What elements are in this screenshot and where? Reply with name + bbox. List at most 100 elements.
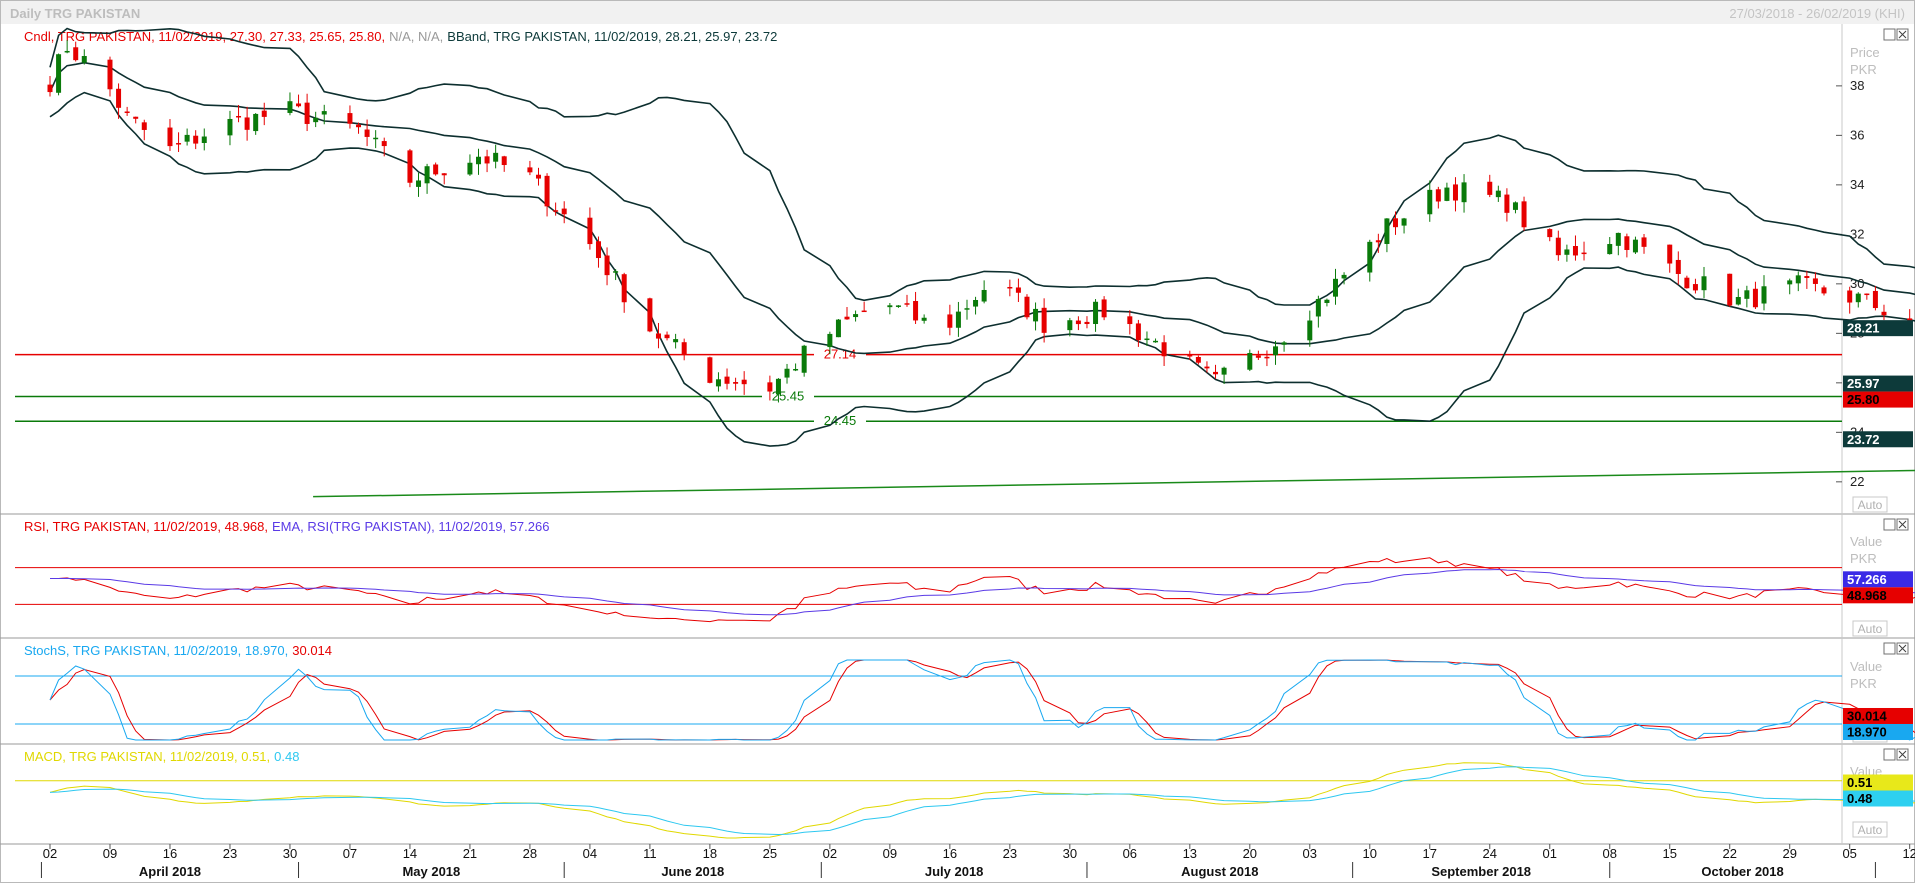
candle-body [862, 311, 867, 313]
candle-body [1162, 342, 1167, 356]
candle-body [1144, 339, 1149, 341]
candle-body [1247, 353, 1252, 370]
candle-body [622, 274, 627, 302]
candle-body [596, 241, 601, 258]
candle-body [1282, 342, 1287, 344]
candle-body [1804, 276, 1809, 278]
candle-body [1873, 291, 1878, 308]
candle-body [1024, 297, 1029, 318]
day-tick-label: 25 [763, 846, 777, 861]
day-tick-label: 13 [1183, 846, 1197, 861]
day-tick-label: 09 [103, 846, 117, 861]
candle-body [1102, 299, 1107, 317]
candle-body [407, 150, 412, 182]
macd-legend-main: MACD, TRG PAKISTAN, 11/02/2019, 0.51, [24, 749, 270, 764]
candle-body [896, 305, 901, 307]
macd-value-badge-text: 0.51 [1847, 775, 1872, 790]
candle-body [176, 143, 181, 145]
stoch-restore-icon[interactable] [1884, 643, 1895, 654]
candle-body [776, 379, 781, 395]
day-tick-label: 03 [1303, 846, 1317, 861]
candle-body [922, 318, 927, 321]
candle-body [142, 122, 147, 130]
price-tick-label: 22 [1850, 474, 1864, 489]
candle-body [125, 111, 130, 113]
candle-body [1402, 218, 1407, 225]
na-legend: N/A, N/A, [389, 29, 443, 44]
candle-body [1333, 279, 1338, 297]
candle-body [802, 346, 807, 373]
candle-body [1153, 341, 1158, 343]
candle-body [1582, 253, 1587, 255]
candle-body [262, 111, 267, 117]
stoch-legend-d: 30.014 [292, 643, 332, 658]
candle-body [1444, 188, 1449, 201]
day-tick-label: 18 [703, 846, 717, 861]
month-label: September 2018 [1431, 864, 1531, 879]
candle-body [982, 290, 987, 302]
rsi-value-badge-text: 48.968 [1847, 588, 1887, 603]
candle-body [1547, 229, 1552, 237]
candle-body [202, 137, 207, 143]
candle-body [742, 380, 747, 384]
candle-body [1513, 202, 1518, 210]
candle-body [665, 335, 670, 339]
day-tick-label: 07 [343, 846, 357, 861]
candle-body [536, 175, 541, 179]
price-tick-label: 36 [1850, 127, 1864, 142]
candle-body [785, 369, 790, 378]
stoch-value-badge-text: 30.014 [1847, 708, 1888, 723]
month-label: August 2018 [1181, 864, 1258, 879]
candle-body [845, 317, 850, 320]
macd-auto-button[interactable]: Auto [1853, 822, 1887, 837]
macd-restore-icon[interactable] [1884, 749, 1895, 760]
candle-body [887, 305, 892, 307]
candle-body [133, 117, 138, 119]
candle-body [356, 125, 361, 128]
candle-body [73, 47, 78, 60]
candle-body [682, 342, 687, 355]
candle-body [1462, 182, 1467, 202]
candle-body [1376, 240, 1381, 242]
candle-body [956, 312, 961, 328]
candle-body [1744, 290, 1749, 299]
day-tick-label: 04 [583, 846, 597, 861]
candle-body [382, 141, 387, 146]
rsi-auto-button[interactable]: Auto [1853, 621, 1887, 636]
price-axis-unit: PKR [1850, 62, 1877, 77]
candle-body [733, 382, 738, 384]
month-label: October 2018 [1701, 864, 1783, 879]
candle-body [373, 138, 378, 140]
price-auto-button[interactable]: Auto [1853, 497, 1887, 512]
candle-body [647, 298, 652, 331]
candle-body [467, 163, 472, 175]
candle-body [1556, 238, 1561, 255]
candle-body [245, 117, 250, 129]
price-value-badge-text: 25.80 [1847, 392, 1880, 407]
day-tick-label: 10 [1363, 846, 1377, 861]
candle-body [1427, 190, 1432, 214]
bband-legend: BBand, TRG PAKISTAN, 11/02/2019, 28.21, … [447, 29, 777, 44]
candle-body [1487, 182, 1492, 195]
candle-body [1684, 278, 1689, 289]
candle-body [836, 320, 841, 338]
candle-body [313, 118, 318, 122]
candle-body [485, 156, 490, 163]
candle-body [236, 116, 241, 118]
candle-body [322, 111, 327, 114]
candle-body [1864, 294, 1869, 296]
window-title: Daily TRG PAKISTAN [10, 6, 140, 21]
candle-body [793, 369, 798, 371]
candle-body [365, 130, 370, 137]
candle-body [1264, 357, 1269, 359]
rsi-restore-icon[interactable] [1884, 519, 1895, 530]
candle-body [1367, 242, 1372, 273]
price-tick-label: 38 [1850, 78, 1864, 93]
stoch-value-badge-text: 18.970 [1847, 724, 1887, 739]
day-tick-label: 06 [1123, 846, 1137, 861]
candle-body [1007, 287, 1012, 289]
price-restore-icon[interactable] [1884, 29, 1895, 40]
candle-body [1573, 246, 1578, 255]
rsi-legend-main: RSI, TRG PAKISTAN, 11/02/2019, 48.968, [24, 519, 268, 534]
candle-body [502, 156, 507, 165]
